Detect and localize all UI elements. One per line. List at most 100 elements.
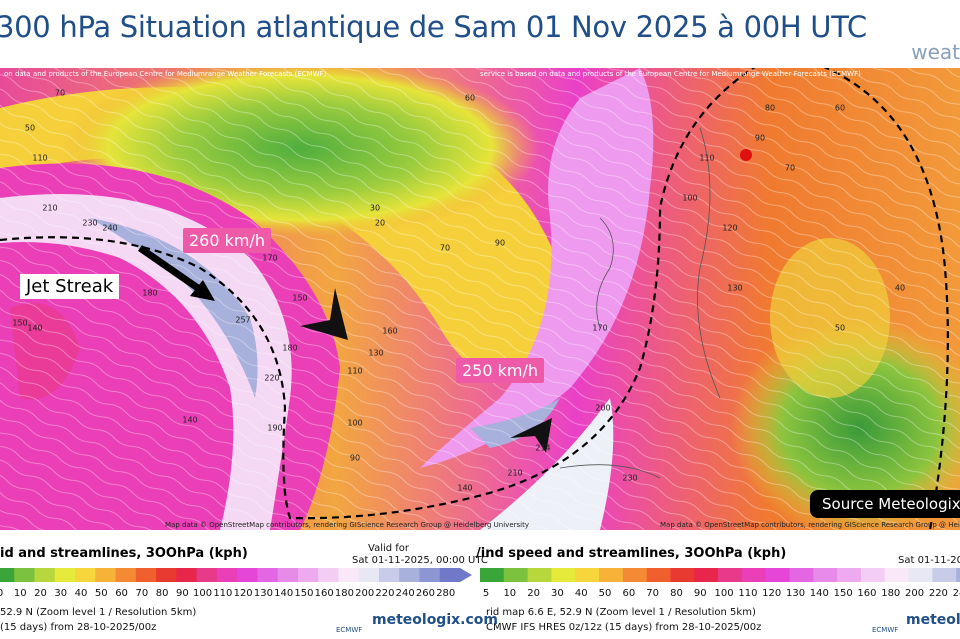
attribution: Map data © OpenStreetMap contributors, r… — [660, 521, 960, 529]
legend-swatch — [75, 568, 96, 582]
attribution: on data and products of the European Cen… — [4, 70, 327, 78]
legend-swatch — [860, 568, 886, 582]
contour-label: 240 — [102, 224, 117, 233]
contour-label: 30 — [370, 204, 380, 213]
contour-label: 100 — [347, 419, 362, 428]
legend-swatch — [575, 568, 600, 582]
contour-label: 110 — [32, 154, 47, 163]
legend-swatch — [718, 568, 743, 582]
legend-swatch — [216, 568, 238, 582]
legend-tick: 20 — [34, 588, 47, 599]
contour-label: 190 — [267, 424, 282, 433]
legend-tick: 220 — [375, 588, 394, 599]
legend-tick: 80 — [156, 588, 169, 599]
legend-swatch — [599, 568, 624, 582]
legend-swatch — [135, 568, 157, 582]
contour-label: 40 — [895, 284, 905, 293]
title: 300 hPa Situation atlantique de Sam 01 N… — [0, 10, 867, 44]
contour-label: 180 — [282, 344, 297, 353]
legend-tick: 110 — [213, 588, 232, 599]
footer-line: CMWF IFS HRES 0z/12z (15 days) from 28-1… — [486, 622, 762, 633]
legend-swatch — [670, 568, 695, 582]
legend-swatch — [257, 568, 279, 582]
legend-swatch — [908, 568, 933, 582]
brand: meteologix.com — [372, 612, 498, 628]
legend-arrow — [460, 568, 472, 582]
attribution: Map data © OpenStreetMap contributors, r… — [165, 521, 529, 529]
contour-label: 50 — [25, 124, 35, 133]
contour-label: 150 — [292, 294, 307, 303]
legend-tick: 0 — [0, 588, 3, 599]
legend-swatch — [237, 568, 258, 582]
legend-tick: 100 — [715, 588, 734, 599]
legend-title: /ind speed and streamlines, 3OOhPa (kph) — [476, 546, 787, 561]
legend-swatch — [622, 568, 648, 582]
legend-tick: 160 — [315, 588, 334, 599]
valid-time: Sat 01-11-2025, 00:00 UTC — [352, 555, 488, 566]
legend-swatch — [551, 568, 576, 582]
legend-swatch — [378, 568, 400, 582]
legend-tick: 180 — [335, 588, 354, 599]
legend-swatch — [646, 568, 671, 582]
coastline — [559, 127, 721, 479]
contour-label: 230 — [622, 474, 637, 483]
contour-label: 230 — [82, 219, 97, 228]
footer-line: 52.9 N (Zoom level 1 / Resolution 5km) — [0, 607, 197, 618]
logo: weat — [911, 40, 960, 64]
legend-tick: 200 — [355, 588, 374, 599]
legend-tick: 30 — [551, 588, 564, 599]
trough-marker — [510, 418, 552, 453]
legend-tick: 60 — [115, 588, 128, 599]
contour-label: 214 — [535, 444, 550, 453]
legend-swatch — [297, 568, 319, 582]
legend-tick: 70 — [135, 588, 148, 599]
contour-label: 170 — [262, 254, 277, 263]
contour-label: 70 — [440, 244, 450, 253]
contour-label: 110 — [699, 154, 714, 163]
legend-tick: 80 — [670, 588, 683, 599]
legend-swatch — [115, 568, 137, 582]
trough-marker — [300, 288, 348, 340]
contour-label: 90 — [755, 134, 765, 143]
legend-swatch — [156, 568, 177, 582]
contour-label: 130 — [368, 349, 383, 358]
legend-swatch — [527, 568, 552, 582]
contour-label: 90 — [350, 454, 360, 463]
legend-tick: 20 — [527, 588, 540, 599]
legend-tick: 130 — [254, 588, 273, 599]
legend-swatch — [14, 568, 36, 582]
legend-tick: 120 — [762, 588, 781, 599]
legend-tick: 200 — [905, 588, 924, 599]
contour-label: 210 — [507, 469, 522, 478]
contour-label: 220 — [264, 374, 279, 383]
legend-swatch — [765, 568, 791, 582]
legend-swatch — [480, 568, 505, 582]
source: Source Meteologix — [810, 490, 960, 518]
legend-tick: 90 — [694, 588, 707, 599]
legend-tick: 150 — [294, 588, 313, 599]
legend-swatch — [439, 568, 461, 582]
legend-tick: 5 — [483, 588, 489, 599]
contour-label: 160 — [382, 327, 397, 336]
legend-tick: 30 — [54, 588, 67, 599]
legend-tick: 40 — [575, 588, 588, 599]
legend-swatch — [956, 568, 960, 582]
contour-label: 60 — [835, 104, 845, 113]
legend-tick: 140 — [274, 588, 293, 599]
jet-outline — [0, 68, 949, 530]
footer-line: (15 days) from 28-10-2025/00z — [0, 622, 157, 633]
valid-time: Sat 01-11-2025 — [898, 555, 960, 566]
contour-label: 140 — [457, 484, 472, 493]
contour-label: 110 — [347, 367, 362, 376]
legend-tick: 10 — [14, 588, 27, 599]
arrow — [138, 245, 207, 296]
streamlines — [0, 68, 960, 530]
legend-swatch — [0, 568, 15, 582]
legend-swatch — [884, 568, 910, 582]
contour-label: 90 — [495, 239, 505, 248]
legend-tick: 260 — [416, 588, 435, 599]
legend-swatch — [399, 568, 420, 582]
legend-swatch — [419, 568, 441, 582]
contour-label: 60 — [465, 94, 475, 103]
legend-swatch — [338, 568, 360, 582]
